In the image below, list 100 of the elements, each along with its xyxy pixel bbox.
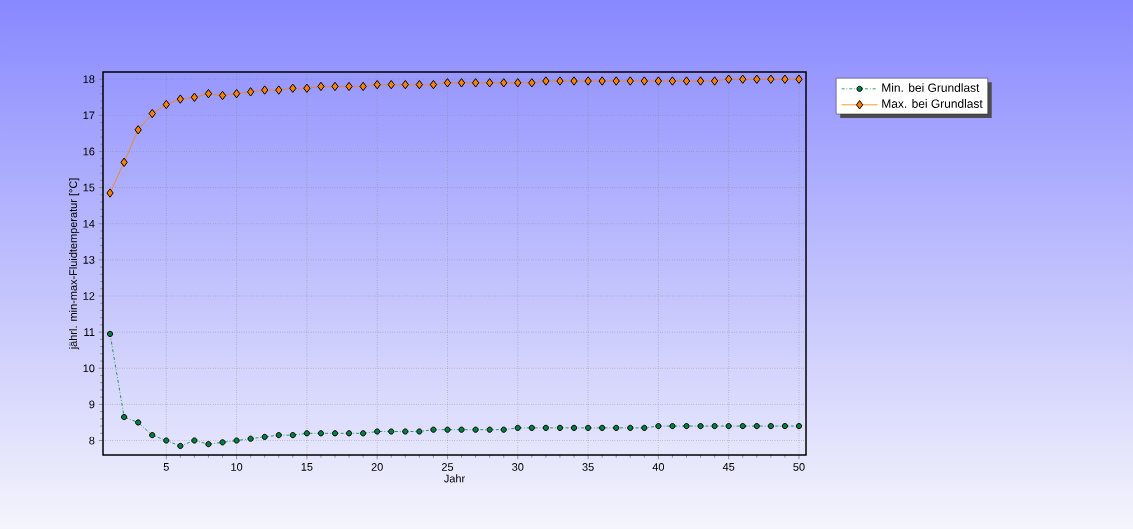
point <box>261 85 269 95</box>
point <box>317 81 325 92</box>
point <box>781 74 789 84</box>
point <box>767 74 775 84</box>
point <box>514 424 521 431</box>
point <box>471 78 480 88</box>
point <box>162 99 170 110</box>
point <box>444 426 451 433</box>
point <box>317 430 325 437</box>
point <box>612 76 620 86</box>
point <box>106 330 114 338</box>
point <box>149 432 156 439</box>
point <box>430 426 437 433</box>
point <box>753 422 760 430</box>
point <box>331 81 339 92</box>
point <box>669 422 676 430</box>
point <box>641 424 648 431</box>
point <box>682 76 691 86</box>
point <box>640 76 648 86</box>
point <box>570 76 578 86</box>
point <box>627 424 634 431</box>
point <box>247 87 255 97</box>
point <box>345 430 353 437</box>
point <box>191 437 198 444</box>
x-tick-label: 5 <box>163 463 169 471</box>
point <box>387 79 395 90</box>
y-tick-label: 14 <box>83 219 95 228</box>
point <box>739 422 746 430</box>
point <box>359 81 367 92</box>
x-tick-label: 25 <box>441 463 454 471</box>
point <box>710 76 719 86</box>
point <box>360 430 367 437</box>
point <box>177 442 184 450</box>
point <box>331 430 339 437</box>
point <box>388 428 395 435</box>
x-tick-label: 30 <box>512 463 524 471</box>
point <box>106 188 114 198</box>
point <box>472 426 479 433</box>
y-tick-label: 9 <box>89 400 95 409</box>
point <box>556 424 564 431</box>
y-tick-label: 16 <box>83 147 95 156</box>
legend-label: Min. bei Grundlast <box>882 83 980 92</box>
point <box>233 437 240 444</box>
y-tick-label: 15 <box>83 183 95 192</box>
point <box>135 419 142 426</box>
point <box>696 76 705 86</box>
x-tick-label: 35 <box>582 463 594 471</box>
point <box>416 428 423 435</box>
point <box>402 428 409 435</box>
point <box>218 90 227 101</box>
point <box>163 437 170 444</box>
x-tick-label: 10 <box>231 463 243 471</box>
point <box>542 424 549 431</box>
point <box>219 439 226 446</box>
point <box>613 424 620 431</box>
point <box>655 422 662 430</box>
point <box>373 79 381 90</box>
point <box>303 430 310 437</box>
point <box>457 78 466 88</box>
y-tick-label: 8 <box>89 436 95 445</box>
point <box>303 83 311 93</box>
point <box>275 85 283 95</box>
x-axis-title: Jahr <box>444 474 465 483</box>
point <box>795 74 803 84</box>
point <box>767 422 774 430</box>
y-tick-label: 17 <box>83 111 95 120</box>
point <box>795 422 803 430</box>
y-tick-label: 12 <box>83 292 95 300</box>
point <box>711 422 718 430</box>
point <box>668 76 677 86</box>
point <box>528 424 535 431</box>
point <box>148 108 156 119</box>
point <box>584 424 592 431</box>
point <box>781 422 789 430</box>
x-tick-label: 40 <box>652 463 665 471</box>
point <box>190 92 199 102</box>
x-tick-label: 50 <box>793 463 805 471</box>
point <box>683 422 690 430</box>
point <box>401 79 409 90</box>
point <box>289 432 296 439</box>
point <box>725 422 732 430</box>
point <box>500 78 508 88</box>
x-tick-label: 45 <box>722 463 735 471</box>
point <box>443 78 452 88</box>
point <box>134 125 142 135</box>
point <box>654 76 663 86</box>
point <box>584 76 592 86</box>
point <box>232 88 241 99</box>
y-tick-label: 10 <box>83 364 95 373</box>
point <box>556 76 564 86</box>
x-tick-label: 20 <box>371 463 383 471</box>
point <box>289 83 297 93</box>
point <box>204 88 213 99</box>
point <box>247 435 254 442</box>
point <box>205 441 212 448</box>
y-tick-label: 18 <box>83 75 95 84</box>
point <box>514 78 522 88</box>
point <box>599 424 606 431</box>
point <box>458 426 465 433</box>
x-tick-label: 15 <box>301 463 313 471</box>
